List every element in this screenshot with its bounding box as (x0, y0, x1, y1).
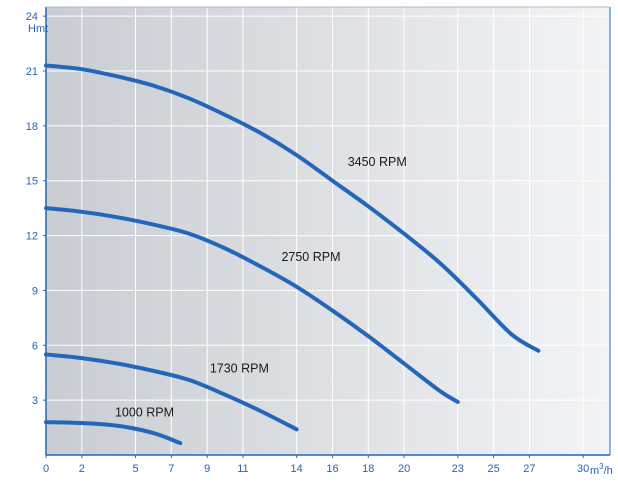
x-axis-title-tail: /h (604, 465, 613, 477)
x-tick-label: 25 (487, 463, 499, 475)
y-tick-label: 21 (26, 66, 38, 78)
y-tick-label: 6 (32, 340, 38, 352)
series-line-2 (44, 206, 460, 404)
x-axis-title-base: m (590, 465, 599, 477)
y-tick-label: 12 (26, 231, 38, 243)
series-labels: 3450 RPM 2750 RPM 1730 RPM 1000 RPM (115, 155, 407, 420)
x-tick-label: 27 (523, 463, 535, 475)
x-tick-label: 20 (398, 463, 410, 475)
series-label-1: 3450 RPM (348, 155, 407, 169)
y-tick-label: 9 (32, 285, 38, 297)
x-tick-label: 2 (79, 463, 85, 475)
x-tick-label: 16 (326, 463, 338, 475)
y-tick-label: 24 (26, 11, 38, 23)
x-tick-label: 11 (237, 463, 248, 475)
x-tick-label: 14 (291, 463, 303, 475)
x-tick-label: 0 (43, 463, 49, 475)
series-label-4: 1000 RPM (115, 406, 174, 420)
x-tick-label: 18 (362, 463, 374, 475)
series-line-4 (44, 420, 183, 446)
y-axis-title: Hmt (28, 23, 48, 35)
x-axis-title-sup: 3 (599, 462, 604, 471)
y-tick-label: 3 (32, 395, 38, 407)
x-axis-title: m3/h (590, 462, 613, 477)
x-tick-label: 7 (168, 463, 174, 475)
x-tick-label: 30 (577, 463, 589, 475)
plot-background (46, 7, 610, 455)
series-line-1 (44, 63, 541, 353)
y-tick-label: 18 (26, 121, 38, 133)
series (44, 63, 541, 446)
x-tick-label: 23 (452, 463, 464, 475)
series-label-3: 1730 RPM (210, 362, 269, 376)
grid (46, 7, 610, 455)
series-label-2: 2750 RPM (281, 250, 340, 264)
y-tick-label: 15 (26, 176, 38, 188)
x-tick-label: 9 (204, 463, 210, 475)
series-line-3 (44, 352, 299, 432)
axes (45, 6, 611, 456)
x-tick-label: 5 (132, 463, 138, 475)
